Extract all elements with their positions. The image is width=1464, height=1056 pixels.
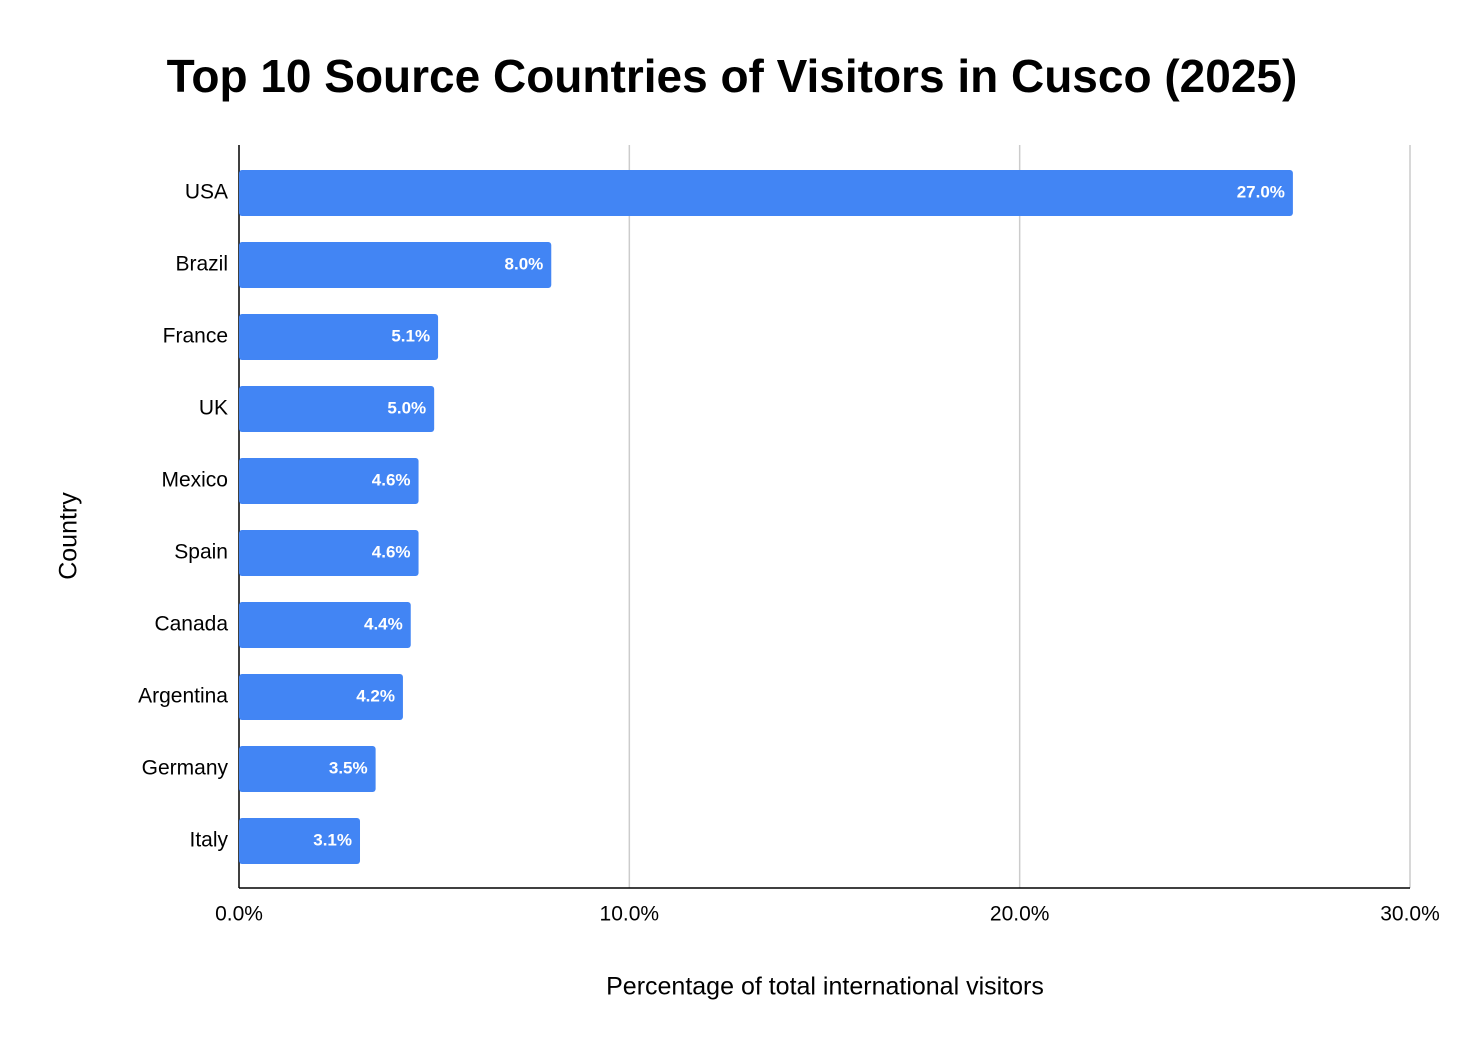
value-label: 5.0%	[387, 398, 426, 417]
bar	[239, 674, 403, 720]
bar	[239, 530, 419, 576]
value-label: 3.5%	[329, 758, 368, 777]
bar	[239, 602, 411, 648]
x-tick-label: 20.0%	[990, 903, 1050, 926]
y-tick-label: Argentina	[138, 685, 228, 708]
bar	[239, 458, 419, 504]
x-axis-title: Percentage of total international visito…	[606, 973, 1044, 1001]
x-tick-label: 0.0%	[215, 903, 263, 926]
y-tick-label: France	[163, 325, 228, 348]
value-label: 3.1%	[313, 830, 352, 849]
bar	[239, 242, 552, 288]
x-tick-label: 10.0%	[600, 903, 660, 926]
y-tick-label: USA	[185, 181, 228, 204]
y-tick-label: UK	[199, 397, 228, 420]
value-label: 5.1%	[391, 326, 430, 345]
y-axis-title: Country	[55, 492, 83, 580]
bar	[239, 170, 1293, 216]
bar	[239, 818, 361, 864]
bar	[239, 314, 439, 360]
bar	[239, 746, 376, 792]
value-label: 4.4%	[364, 614, 403, 633]
x-tick-label: 30.0%	[1380, 903, 1440, 926]
y-tick-label: Brazil	[175, 253, 228, 276]
y-tick-label: Italy	[189, 829, 228, 852]
y-tick-label: Spain	[174, 541, 228, 564]
value-label: 4.2%	[356, 686, 395, 705]
y-tick-label: Canada	[154, 613, 228, 636]
value-label: 4.6%	[372, 470, 411, 489]
chart-title: Top 10 Source Countries of Visitors in C…	[167, 50, 1298, 102]
value-label: 8.0%	[505, 254, 544, 273]
value-label: 27.0%	[1237, 182, 1285, 201]
value-label: 4.6%	[372, 542, 411, 561]
bar	[239, 386, 435, 432]
y-tick-label: Mexico	[161, 469, 228, 492]
y-tick-label: Germany	[142, 757, 229, 780]
